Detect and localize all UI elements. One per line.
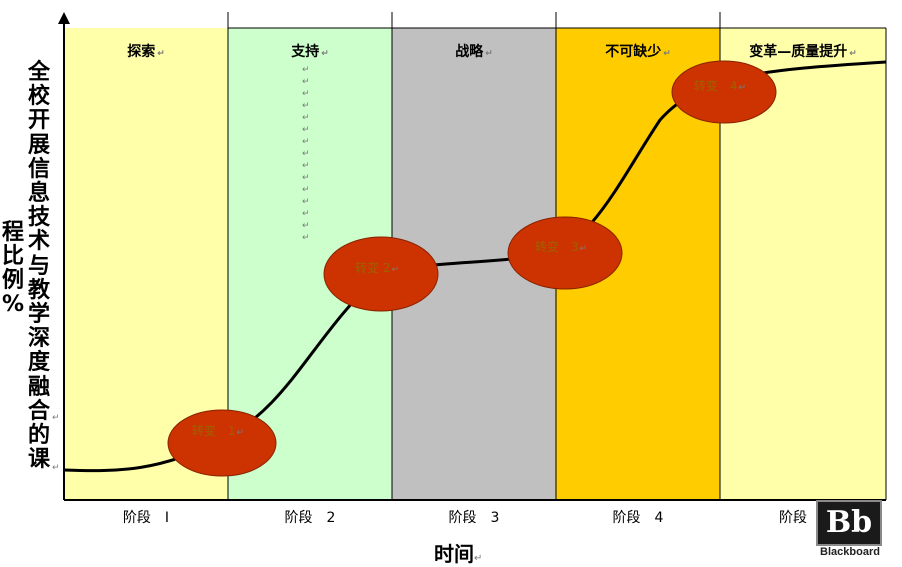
y-axis-arrow	[58, 12, 70, 24]
stage-title-5: 变革—质量提升 ↵	[749, 43, 857, 60]
x-axis-title: 时间↵	[434, 542, 483, 566]
paragraph-mark: ↵	[485, 49, 493, 59]
paragraph-mark: ↵	[321, 49, 329, 59]
paragraph-mark: ↵	[739, 83, 747, 93]
paragraph-mark: ↵	[663, 49, 671, 59]
transition-label-1: 转变 1↵	[192, 423, 244, 438]
paragraph-mark: ↵	[302, 221, 310, 231]
blackboard-logo: Bb Blackboard	[812, 500, 888, 560]
y-axis-title-char: 教	[28, 277, 51, 303]
paragraph-mark: ↵	[52, 463, 60, 473]
y-axis-title-char: 度	[28, 350, 51, 376]
paragraph-mark: ↵	[52, 413, 60, 423]
y-axis-title-char: 学	[28, 302, 51, 327]
transition-label-4: 转变 4↵	[694, 78, 746, 93]
y-axis-title-char: 息	[28, 181, 51, 206]
paragraph-mark: ↵	[302, 65, 310, 75]
y-axis-title-char: 全	[28, 60, 51, 85]
paragraph-mark: ↵	[302, 113, 310, 123]
paragraph-mark: ↵	[302, 197, 310, 207]
y-axis-title-char: 课	[28, 447, 51, 473]
y-axis-title-char: 例	[2, 268, 25, 293]
y-axis-title-char: 深	[28, 326, 51, 352]
y-axis-title-char: 的	[28, 423, 51, 448]
stage-label-1: 阶段 I	[123, 510, 169, 526]
paragraph-mark: ↵	[302, 125, 310, 135]
transition-ellipse-1	[167, 409, 277, 477]
blackboard-logo-text: Blackboard	[820, 546, 880, 558]
transitions: 转变 1↵ 转变 2↵ 转变 3↵ 转变 4↵	[167, 60, 777, 477]
transition-label-2: 转变 2↵	[355, 260, 399, 275]
y-axis-title-char: 技	[28, 205, 51, 231]
stage-title-4: 不可缺少 ↵	[605, 43, 671, 60]
blackboard-logo-mark: Bb	[816, 500, 882, 546]
y-axis-title-char: 合	[28, 398, 51, 424]
paragraph-mark: ↵	[302, 101, 310, 111]
paragraph-mark: ↵	[580, 244, 588, 254]
y-axis-title-char: 比	[2, 244, 25, 269]
stage-labels: 阶段 I 阶段 2 阶段 3 阶段 4 阶段	[123, 510, 807, 526]
stage-label-3: 阶段 3	[449, 510, 500, 526]
transition-ellipse-3	[507, 216, 623, 290]
y-axis-title-char: 展	[28, 132, 51, 158]
paragraph-mark: ↵	[302, 209, 310, 219]
paragraph-mark: ↵	[302, 185, 310, 195]
paragraph-mark: ↵	[302, 161, 310, 171]
y-axis-title-char: 程	[2, 220, 25, 245]
y-axis-title-char: 信	[28, 156, 51, 182]
y-axis-title-char: 开	[28, 108, 51, 134]
paragraph-mark: ↵	[302, 77, 310, 87]
stage-label-5: 阶段	[779, 510, 807, 526]
transition-ellipse-4	[671, 60, 777, 124]
paragraph-mark: ↵	[157, 49, 165, 59]
paragraph-mark: ↵	[302, 137, 310, 147]
paragraph-mark: ↵	[237, 428, 245, 438]
stage-title-2: 支持 ↵	[290, 43, 329, 60]
paragraph-mark: ↵	[302, 233, 310, 243]
paragraph-mark: ↵	[302, 89, 310, 99]
stage-label-4: 阶段 4	[613, 510, 664, 526]
paragraph-mark: ↵	[849, 49, 857, 59]
y-axis-title-char: %	[2, 292, 25, 317]
transition-label-3: 转变 3↵	[535, 239, 587, 254]
transition-ellipse-2	[323, 236, 439, 312]
y-axis-title-char: 融	[28, 374, 51, 400]
paragraph-mark: ↵	[302, 173, 310, 183]
stage-label-2: 阶段 2	[285, 510, 336, 526]
paragraph-mark: ↵	[391, 265, 399, 275]
axes	[58, 12, 886, 501]
y-axis-title-char: 与	[28, 253, 51, 279]
paragraph-mark: ↵	[302, 149, 310, 159]
y-axis-title-char: 校	[28, 84, 51, 110]
y-axis-title-char: 术	[28, 229, 51, 255]
